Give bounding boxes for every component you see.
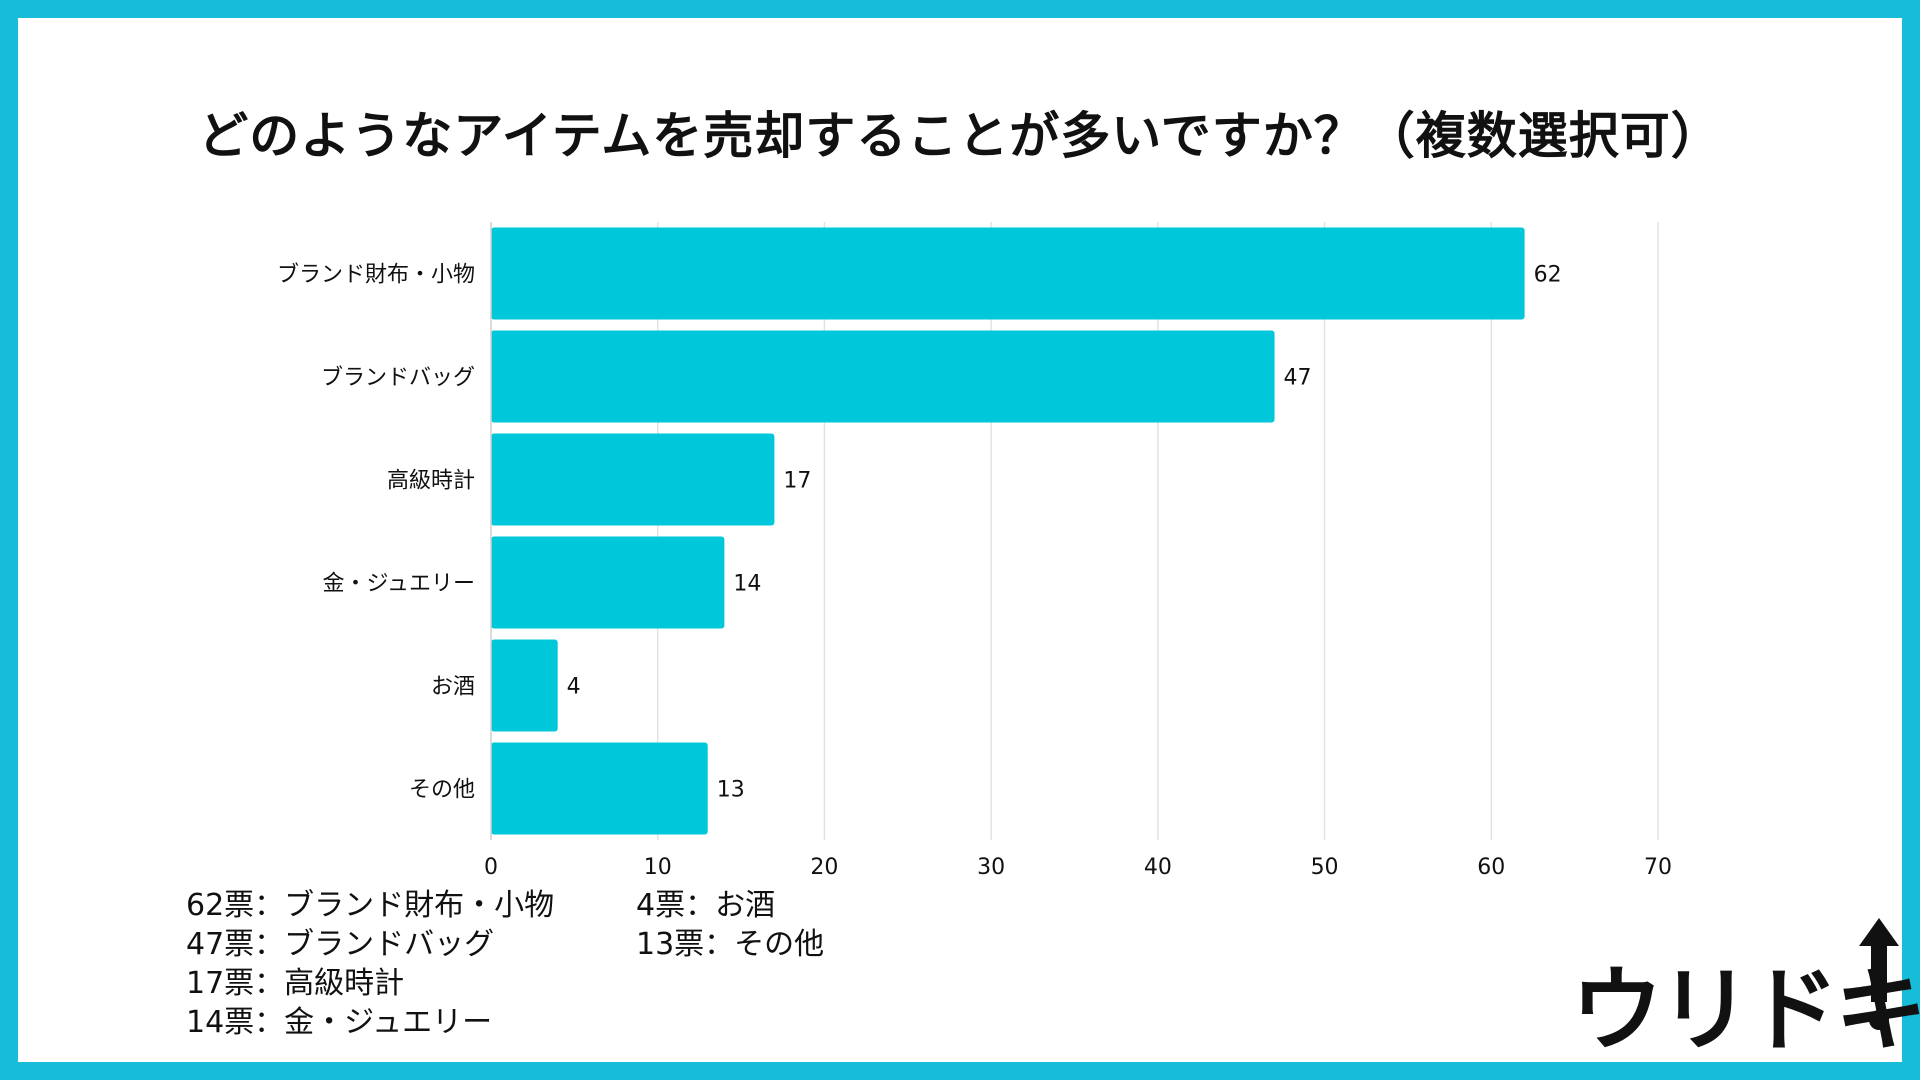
chart-card: どのようなアイテムを売却することが多いですか？（複数選択可） 0 10 20 30 40… bbox=[18, 18, 1920, 1064]
legend-entry: 17票：高級時計 bbox=[186, 966, 405, 1001]
x-tick-label: 40 bbox=[1144, 855, 1172, 878]
legend-entry: 62票：ブランド財布・小物 bbox=[186, 888, 555, 923]
bar bbox=[491, 742, 708, 835]
category-label: お酒 bbox=[431, 675, 475, 700]
value-label: 47 bbox=[1284, 366, 1312, 391]
bar bbox=[491, 536, 725, 629]
x-tick-label: 20 bbox=[810, 855, 838, 878]
value-label: 13 bbox=[717, 778, 745, 803]
legend-entry: 13票：その他 bbox=[636, 927, 825, 962]
legend-column-2: 4票：お酒 13票：その他 bbox=[636, 886, 824, 964]
value-label: 17 bbox=[783, 469, 811, 494]
value-label: 14 bbox=[733, 572, 761, 597]
x-tick-label: 50 bbox=[1311, 855, 1339, 878]
x-tick-label: 0 bbox=[484, 855, 498, 878]
bar bbox=[491, 639, 558, 732]
x-tick-label: 30 bbox=[977, 855, 1005, 878]
bar bbox=[491, 227, 1525, 320]
category-label: ブランドバッグ bbox=[321, 366, 475, 391]
category-label: ブランド財布・小物 bbox=[277, 263, 475, 288]
up-arrow-icon bbox=[1859, 918, 1899, 1030]
category-label: 高級時計 bbox=[387, 469, 475, 494]
category-label: その他 bbox=[409, 778, 475, 803]
bar-chart: 0 10 20 30 40 50 60 70 ブランド財布・小物 62 ブランドバッグ 47 高級時計 1… bbox=[277, 222, 1672, 878]
legend-column-1: 62票：ブランド財布・小物 47票：ブランドバッグ 17票：高級時計 14票：金… bbox=[186, 886, 554, 1042]
category-label: 金・ジュエリー bbox=[323, 572, 475, 597]
uridoki-logo: ウリドキ bbox=[1571, 916, 1920, 1064]
x-tick-label: 70 bbox=[1644, 855, 1672, 878]
logo-text: ウリドキ bbox=[1571, 957, 1920, 1064]
legend-entry: 14票：金・ジュエリー bbox=[186, 1005, 493, 1040]
value-label: 62 bbox=[1534, 263, 1562, 288]
legend-entry: 47票：ブランドバッグ bbox=[186, 927, 495, 962]
x-tick-label: 10 bbox=[644, 855, 672, 878]
legend-entry: 4票：お酒 bbox=[636, 888, 776, 923]
x-tick-label: 60 bbox=[1477, 855, 1505, 878]
bar bbox=[491, 433, 775, 526]
chart-title: どのようなアイテムを売却することが多いですか？（複数選択可） bbox=[198, 107, 1722, 165]
value-label: 4 bbox=[567, 675, 581, 700]
bar bbox=[491, 330, 1275, 423]
